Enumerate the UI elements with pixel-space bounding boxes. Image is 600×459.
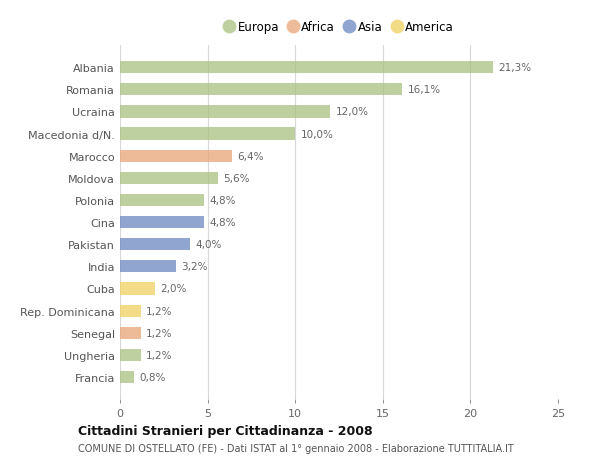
Text: 4,0%: 4,0% [196, 240, 222, 250]
Bar [120, 128, 295, 140]
Bar [120, 283, 155, 295]
Bar [120, 371, 134, 383]
Text: 1,2%: 1,2% [146, 328, 173, 338]
Bar [120, 217, 204, 229]
Bar [120, 173, 218, 185]
Text: 12,0%: 12,0% [335, 107, 368, 117]
Bar [120, 305, 141, 317]
Text: 2,0%: 2,0% [160, 284, 187, 294]
Legend: Europa, Africa, Asia, America: Europa, Africa, Asia, America [220, 17, 458, 39]
Bar [120, 150, 232, 162]
Text: 4,8%: 4,8% [209, 196, 236, 206]
Text: 4,8%: 4,8% [209, 218, 236, 228]
Text: 3,2%: 3,2% [181, 262, 208, 272]
Text: 0,8%: 0,8% [139, 372, 166, 382]
Text: Cittadini Stranieri per Cittadinanza - 2008: Cittadini Stranieri per Cittadinanza - 2… [78, 424, 373, 437]
Text: COMUNE DI OSTELLATO (FE) - Dati ISTAT al 1° gennaio 2008 - Elaborazione TUTTITAL: COMUNE DI OSTELLATO (FE) - Dati ISTAT al… [78, 443, 514, 453]
Text: 21,3%: 21,3% [499, 63, 532, 73]
Bar [120, 84, 402, 96]
Text: 1,2%: 1,2% [146, 306, 173, 316]
Bar [120, 195, 204, 207]
Bar [120, 62, 493, 74]
Text: 1,2%: 1,2% [146, 350, 173, 360]
Bar [120, 261, 176, 273]
Bar [120, 327, 141, 339]
Bar [120, 239, 190, 251]
Text: 10,0%: 10,0% [301, 129, 334, 139]
Bar [120, 349, 141, 361]
Text: 6,4%: 6,4% [238, 151, 264, 162]
Text: 16,1%: 16,1% [407, 85, 440, 95]
Bar [120, 106, 330, 118]
Text: 5,6%: 5,6% [223, 174, 250, 184]
